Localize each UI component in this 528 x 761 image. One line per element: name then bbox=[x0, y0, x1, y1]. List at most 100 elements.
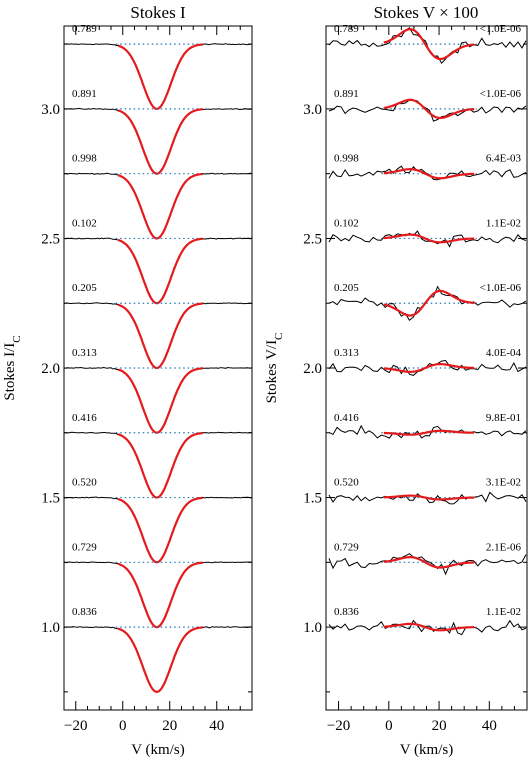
y-tick-label: 2.5 bbox=[41, 231, 60, 247]
fap-label: <1.0E-06 bbox=[480, 88, 522, 100]
y-axis-label-subscript: C bbox=[11, 335, 23, 342]
profile-0.998: 0.998 bbox=[64, 153, 253, 240]
model-profile bbox=[117, 432, 203, 499]
phase-label: 0.205 bbox=[334, 282, 359, 294]
observed-profile bbox=[328, 165, 527, 181]
model-profile bbox=[117, 302, 203, 370]
stokes-v-panel: Stokes V × 100 −20 0 20 40 V (km/s) 1.0 1.5 2.0 2… bbox=[264, 3, 528, 758]
model-profile bbox=[383, 98, 475, 120]
phase-label: 0.313 bbox=[72, 347, 97, 359]
phase-label: 0.891 bbox=[72, 88, 97, 100]
model-profile bbox=[117, 237, 203, 305]
y-tick-label: 3.0 bbox=[303, 102, 322, 118]
observed-profile bbox=[63, 626, 253, 693]
phase-label: 0.313 bbox=[334, 347, 359, 359]
profile-0.789: 0.789 bbox=[63, 23, 253, 111]
model-profile bbox=[383, 289, 475, 317]
phase-label: 0.789 bbox=[334, 23, 359, 35]
y-tick-label: 2.0 bbox=[303, 361, 322, 377]
x-tick-label: −20 bbox=[327, 718, 350, 734]
model-profile bbox=[383, 28, 475, 61]
fap-label: 2.1E-06 bbox=[486, 541, 522, 553]
profile-0.520: 0.520 bbox=[64, 477, 253, 564]
model-profile bbox=[383, 233, 475, 244]
y-axis-label: Stokes V/IC bbox=[264, 333, 285, 404]
stokes-i-panel: Stokes I −20 0 20 40 V (km/s) 1.0 1.5 2.0 2.5 3.0 S… bbox=[2, 3, 253, 758]
observed-profile bbox=[328, 99, 527, 122]
phase-label: 0.891 bbox=[334, 88, 359, 100]
model-profile bbox=[117, 496, 203, 564]
observed-profile bbox=[328, 553, 527, 576]
phase-label: 0.998 bbox=[72, 153, 97, 165]
fap-label: <1.0E-06 bbox=[480, 23, 522, 35]
fap-label: 1.1E-02 bbox=[486, 606, 521, 618]
model-profile bbox=[117, 172, 203, 240]
panel-title: Stokes I bbox=[130, 3, 186, 22]
fap-label: <1.0E-06 bbox=[480, 282, 522, 294]
x-tick-label: −20 bbox=[64, 718, 87, 734]
profile-0.416: 9.8E-01 0.416 bbox=[328, 412, 527, 439]
model-profile bbox=[117, 108, 203, 175]
profile-0.416: 0.416 bbox=[63, 412, 253, 499]
profile-0.205: 0.205 bbox=[63, 282, 253, 370]
model-profile bbox=[383, 167, 475, 180]
x-axis-label: V (km/s) bbox=[131, 742, 184, 758]
profile-0.729: 2.1E-06 0.729 bbox=[328, 541, 527, 576]
y-tick-label: 1.0 bbox=[303, 620, 322, 636]
fap-label: 4.0E-04 bbox=[486, 347, 522, 359]
panel-title: Stokes V × 100 bbox=[374, 3, 479, 22]
model-profile bbox=[383, 622, 475, 632]
profile-0.789: <1.0E-06 0.789 bbox=[328, 23, 527, 65]
observed-profile bbox=[328, 424, 527, 439]
model-profile bbox=[383, 494, 475, 501]
y-tick-label: 1.5 bbox=[41, 491, 60, 507]
model-profile bbox=[117, 561, 203, 629]
profile-0.520: 3.1E-02 0.520 bbox=[328, 477, 527, 505]
observed-profile bbox=[328, 491, 527, 505]
profile-0.891: 0.891 bbox=[63, 88, 253, 175]
y-tick-label: 1.0 bbox=[41, 620, 60, 636]
phase-label: 0.836 bbox=[72, 606, 97, 618]
y-tick-label: 2.0 bbox=[41, 361, 60, 377]
phase-label: 0.729 bbox=[72, 541, 97, 553]
model-profile bbox=[383, 363, 475, 373]
profile-0.729: 0.729 bbox=[63, 541, 253, 629]
profile-0.891: <1.0E-06 0.891 bbox=[328, 88, 527, 122]
phase-label: 0.416 bbox=[334, 412, 359, 424]
profile-0.102: 0.102 bbox=[63, 217, 253, 305]
phase-label: 0.205 bbox=[72, 282, 97, 294]
profile-0.836: 1.1E-02 0.836 bbox=[328, 606, 527, 636]
model-profile bbox=[117, 626, 203, 694]
profile-0.205: <1.0E-06 0.205 bbox=[328, 282, 527, 321]
phase-label: 0.836 bbox=[334, 606, 359, 618]
x-axis-label: V (km/s) bbox=[400, 742, 453, 758]
phase-label: 0.102 bbox=[72, 217, 97, 229]
profile-0.313: 4.0E-04 0.313 bbox=[328, 347, 527, 376]
profile-0.102: 1.1E-02 0.102 bbox=[328, 217, 527, 248]
y-tick-label: 2.5 bbox=[303, 231, 322, 247]
phase-label: 0.102 bbox=[334, 217, 359, 229]
x-tick-label: 40 bbox=[209, 718, 224, 734]
x-tick-label: 20 bbox=[432, 718, 447, 734]
y-tick-label: 3.0 bbox=[41, 102, 60, 118]
x-tick-label: 40 bbox=[482, 718, 497, 734]
model-profile bbox=[117, 367, 203, 434]
model-profile bbox=[117, 43, 203, 111]
profile-0.998: 6.4E-03 0.998 bbox=[328, 153, 527, 181]
phase-label: 0.416 bbox=[72, 412, 97, 424]
fap-label: 3.1E-02 bbox=[486, 477, 521, 489]
x-tick-label: 0 bbox=[385, 718, 393, 734]
fap-label: 9.8E-01 bbox=[486, 412, 521, 424]
model-profile bbox=[383, 429, 475, 436]
y-axis-label: Stokes I/IC bbox=[2, 335, 23, 400]
model-profile bbox=[383, 555, 475, 569]
observed-profile bbox=[328, 619, 527, 636]
phase-label: 0.998 bbox=[334, 153, 359, 165]
phase-label: 0.789 bbox=[72, 23, 97, 35]
x-tick-label: 20 bbox=[162, 718, 177, 734]
x-tick-label: 0 bbox=[119, 718, 127, 734]
phase-label: 0.520 bbox=[72, 477, 97, 489]
fap-label: 6.4E-03 bbox=[486, 153, 522, 165]
fap-label: 1.1E-02 bbox=[486, 217, 521, 229]
